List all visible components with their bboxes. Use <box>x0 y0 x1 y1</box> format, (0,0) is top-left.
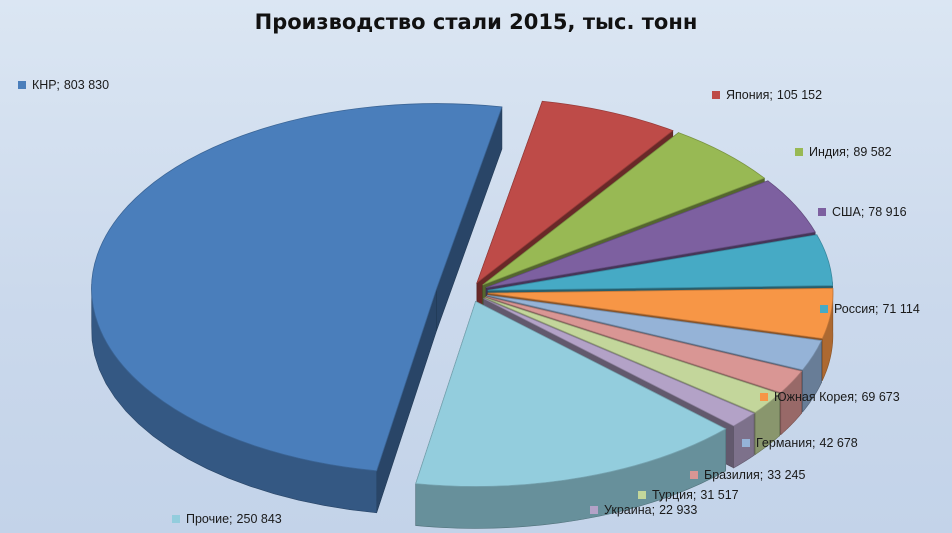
slice-value: 33 245 <box>767 468 806 482</box>
pie-slice-top-5 <box>487 234 834 291</box>
slice-label: Южная Корея; <box>774 390 858 404</box>
chart-title: Производство стали 2015, тыс. тонн <box>254 10 698 34</box>
slice-value: 69 673 <box>861 390 900 404</box>
data-label-6: Южная Корея; 69 673 <box>760 390 900 404</box>
data-label-10: Украина; 22 933 <box>590 503 697 517</box>
slice-value: 803 830 <box>63 78 110 92</box>
slice-value: 71 114 <box>882 302 920 316</box>
legend-swatch <box>795 148 803 156</box>
pie-slice-top-10 <box>483 298 755 427</box>
legend-swatch <box>590 506 598 514</box>
pie-slice-top-11 <box>415 300 727 487</box>
legend-swatch <box>638 491 646 499</box>
pie-slice-1 <box>91 103 503 514</box>
data-label-11: Прочие; 250 843 <box>172 512 282 526</box>
legend-swatch <box>172 515 180 523</box>
legend-swatch <box>18 81 26 89</box>
slice-value: 31 517 <box>700 488 739 502</box>
legend-swatch <box>742 439 750 447</box>
slice-value: 42 678 <box>819 436 858 450</box>
data-label-4: США; 78 916 <box>818 205 907 219</box>
data-label-8: Бразилия; 33 245 <box>690 468 805 482</box>
slice-label: США; <box>832 205 865 219</box>
slice-label: Япония; <box>726 88 773 102</box>
legend-swatch <box>690 471 698 479</box>
legend-swatch <box>820 305 828 313</box>
slice-value: 22 933 <box>659 503 698 517</box>
pie-slice-top-8 <box>485 296 803 394</box>
data-label-5: Россия; 71 114 <box>820 302 920 316</box>
slice-label: Турция; <box>652 488 697 502</box>
data-label-1: КНР; 803 830 <box>18 78 109 92</box>
data-label-7: Германия; 42 678 <box>742 436 858 450</box>
slice-value: 250 843 <box>236 512 282 526</box>
pie-slice-top-6 <box>487 287 834 339</box>
slice-label: Прочие; <box>186 512 233 526</box>
data-label-2: Япония; 105 152 <box>712 88 822 102</box>
data-label-9: Турция; 31 517 <box>638 488 739 502</box>
pie-slice-11 <box>415 300 727 529</box>
pie-slice-top-4 <box>485 180 816 288</box>
pie-slice-top-1 <box>91 103 503 472</box>
legend-swatch <box>760 393 768 401</box>
slice-label: Украина; <box>604 503 656 517</box>
slice-value: 89 582 <box>853 145 892 159</box>
pie-slice-top-9 <box>484 297 781 413</box>
slice-value: 78 916 <box>868 205 907 219</box>
slice-label: КНР; <box>32 78 60 92</box>
legend-swatch <box>712 91 720 99</box>
slice-value: 105 152 <box>776 88 823 102</box>
legend-swatch <box>818 208 826 216</box>
pie-slice-top-2 <box>476 100 674 285</box>
slice-label: Германия; <box>756 436 816 450</box>
data-label-3: Индия; 89 582 <box>795 145 892 159</box>
slice-label: Россия; <box>834 302 879 316</box>
pie-slice-top-7 <box>486 294 823 371</box>
pie-slice-top-3 <box>482 132 766 286</box>
slice-label: Бразилия; <box>704 468 764 482</box>
slice-label: Индия; <box>809 145 850 159</box>
